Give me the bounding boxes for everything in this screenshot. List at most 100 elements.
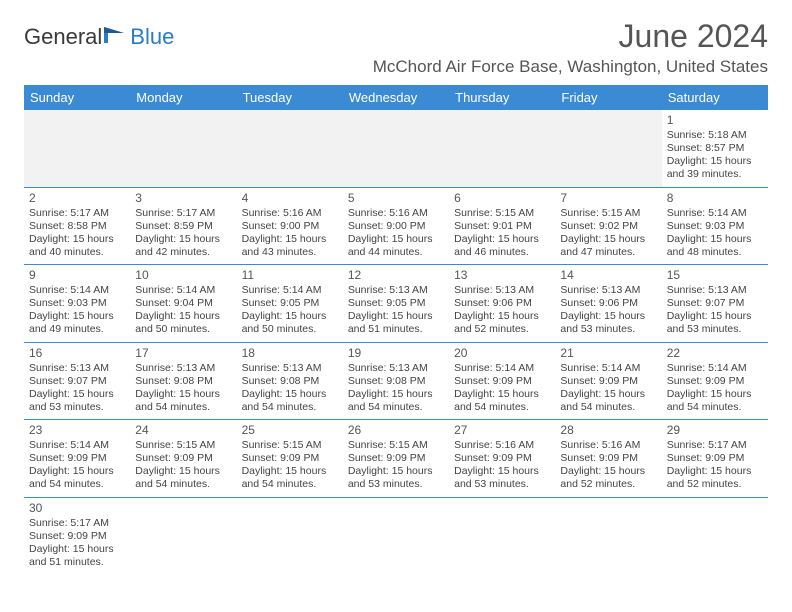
sunrise-line: Sunrise: 5:14 AM [135, 284, 231, 297]
day-number: 11 [242, 268, 338, 283]
day-number: 2 [29, 191, 125, 206]
daylight-line: Daylight: 15 hours and 54 minutes. [135, 465, 231, 491]
daylight-line: Daylight: 15 hours and 53 minutes. [454, 465, 550, 491]
calendar-week: 2Sunrise: 5:17 AMSunset: 8:58 PMDaylight… [24, 188, 768, 266]
page-title: June 2024 [373, 18, 768, 55]
calendar-cell: 23Sunrise: 5:14 AMSunset: 9:09 PMDayligh… [24, 420, 130, 497]
sunset-line: Sunset: 9:09 PM [135, 452, 231, 465]
sunset-line: Sunset: 9:07 PM [29, 375, 125, 388]
sunrise-line: Sunrise: 5:13 AM [135, 362, 231, 375]
calendar-cell: 15Sunrise: 5:13 AMSunset: 9:07 PMDayligh… [662, 265, 768, 342]
sunrise-line: Sunrise: 5:13 AM [29, 362, 125, 375]
day-number: 12 [348, 268, 444, 283]
sunrise-line: Sunrise: 5:17 AM [667, 439, 763, 452]
day-number: 30 [29, 501, 125, 516]
daylight-line: Daylight: 15 hours and 46 minutes. [454, 233, 550, 259]
day-header-fri: Friday [555, 85, 661, 110]
sunset-line: Sunset: 9:09 PM [454, 375, 550, 388]
daylight-line: Daylight: 15 hours and 54 minutes. [560, 388, 656, 414]
calendar-cell: 20Sunrise: 5:14 AMSunset: 9:09 PMDayligh… [449, 343, 555, 420]
sunrise-line: Sunrise: 5:14 AM [29, 439, 125, 452]
daylight-line: Daylight: 15 hours and 52 minutes. [667, 465, 763, 491]
sunrise-line: Sunrise: 5:13 AM [348, 362, 444, 375]
calendar-week: 1Sunrise: 5:18 AMSunset: 8:57 PMDaylight… [24, 110, 768, 188]
calendar-cell [662, 498, 768, 575]
sunset-line: Sunset: 9:09 PM [560, 375, 656, 388]
day-number: 22 [667, 346, 763, 361]
calendar-cell [343, 110, 449, 187]
sunset-line: Sunset: 9:07 PM [667, 297, 763, 310]
calendar-cell: 17Sunrise: 5:13 AMSunset: 9:08 PMDayligh… [130, 343, 236, 420]
day-number: 15 [667, 268, 763, 283]
sunrise-line: Sunrise: 5:15 AM [560, 207, 656, 220]
sunset-line: Sunset: 9:05 PM [242, 297, 338, 310]
sunset-line: Sunset: 9:08 PM [348, 375, 444, 388]
day-number: 19 [348, 346, 444, 361]
sunset-line: Sunset: 9:09 PM [454, 452, 550, 465]
sunrise-line: Sunrise: 5:14 AM [560, 362, 656, 375]
title-block: June 2024 McChord Air Force Base, Washin… [373, 18, 768, 77]
calendar-cell [555, 498, 661, 575]
calendar-cell: 2Sunrise: 5:17 AMSunset: 8:58 PMDaylight… [24, 188, 130, 265]
sunrise-line: Sunrise: 5:14 AM [242, 284, 338, 297]
day-number: 9 [29, 268, 125, 283]
daylight-line: Daylight: 15 hours and 39 minutes. [667, 155, 763, 181]
sunrise-line: Sunrise: 5:15 AM [135, 439, 231, 452]
sunset-line: Sunset: 9:09 PM [560, 452, 656, 465]
calendar-cell: 13Sunrise: 5:13 AMSunset: 9:06 PMDayligh… [449, 265, 555, 342]
calendar-cell [449, 498, 555, 575]
day-number: 14 [560, 268, 656, 283]
day-number: 25 [242, 423, 338, 438]
calendar-week: 23Sunrise: 5:14 AMSunset: 9:09 PMDayligh… [24, 420, 768, 498]
day-number: 13 [454, 268, 550, 283]
calendar-cell: 11Sunrise: 5:14 AMSunset: 9:05 PMDayligh… [237, 265, 343, 342]
calendar-cell: 25Sunrise: 5:15 AMSunset: 9:09 PMDayligh… [237, 420, 343, 497]
calendar-week: 9Sunrise: 5:14 AMSunset: 9:03 PMDaylight… [24, 265, 768, 343]
logo-text-general: Genera [24, 24, 97, 50]
daylight-line: Daylight: 15 hours and 47 minutes. [560, 233, 656, 259]
sunset-line: Sunset: 9:09 PM [29, 452, 125, 465]
day-number: 29 [667, 423, 763, 438]
sunset-line: Sunset: 9:09 PM [667, 452, 763, 465]
sunrise-line: Sunrise: 5:16 AM [560, 439, 656, 452]
sunset-line: Sunset: 9:08 PM [135, 375, 231, 388]
day-header-mon: Monday [130, 85, 236, 110]
calendar-cell: 8Sunrise: 5:14 AMSunset: 9:03 PMDaylight… [662, 188, 768, 265]
sunrise-line: Sunrise: 5:17 AM [29, 517, 125, 530]
calendar-week: 16Sunrise: 5:13 AMSunset: 9:07 PMDayligh… [24, 343, 768, 421]
calendar-cell [237, 110, 343, 187]
daylight-line: Daylight: 15 hours and 48 minutes. [667, 233, 763, 259]
sunrise-line: Sunrise: 5:13 AM [560, 284, 656, 297]
daylight-line: Daylight: 15 hours and 40 minutes. [29, 233, 125, 259]
sunrise-line: Sunrise: 5:13 AM [242, 362, 338, 375]
calendar-cell [24, 110, 130, 187]
sunset-line: Sunset: 9:09 PM [348, 452, 444, 465]
day-number: 27 [454, 423, 550, 438]
calendar-cell [130, 498, 236, 575]
sunrise-line: Sunrise: 5:14 AM [667, 207, 763, 220]
sunrise-line: Sunrise: 5:17 AM [29, 207, 125, 220]
daylight-line: Daylight: 15 hours and 54 minutes. [667, 388, 763, 414]
calendar-cell: 12Sunrise: 5:13 AMSunset: 9:05 PMDayligh… [343, 265, 449, 342]
flag-icon [104, 25, 130, 45]
sunset-line: Sunset: 9:06 PM [454, 297, 550, 310]
calendar-cell: 10Sunrise: 5:14 AMSunset: 9:04 PMDayligh… [130, 265, 236, 342]
calendar-cell: 26Sunrise: 5:15 AMSunset: 9:09 PMDayligh… [343, 420, 449, 497]
day-number: 21 [560, 346, 656, 361]
sunset-line: Sunset: 9:05 PM [348, 297, 444, 310]
daylight-line: Daylight: 15 hours and 42 minutes. [135, 233, 231, 259]
location-subtitle: McChord Air Force Base, Washington, Unit… [373, 57, 768, 77]
calendar-cell: 4Sunrise: 5:16 AMSunset: 9:00 PMDaylight… [237, 188, 343, 265]
day-number: 28 [560, 423, 656, 438]
calendar-cell [237, 498, 343, 575]
day-header-row: Sunday Monday Tuesday Wednesday Thursday… [24, 85, 768, 110]
sunrise-line: Sunrise: 5:16 AM [454, 439, 550, 452]
calendar-cell: 18Sunrise: 5:13 AMSunset: 9:08 PMDayligh… [237, 343, 343, 420]
daylight-line: Daylight: 15 hours and 49 minutes. [29, 310, 125, 336]
day-header-sun: Sunday [24, 85, 130, 110]
day-header-sat: Saturday [662, 85, 768, 110]
calendar-cell: 19Sunrise: 5:13 AMSunset: 9:08 PMDayligh… [343, 343, 449, 420]
calendar-cell: 14Sunrise: 5:13 AMSunset: 9:06 PMDayligh… [555, 265, 661, 342]
sunrise-line: Sunrise: 5:16 AM [348, 207, 444, 220]
day-number: 26 [348, 423, 444, 438]
